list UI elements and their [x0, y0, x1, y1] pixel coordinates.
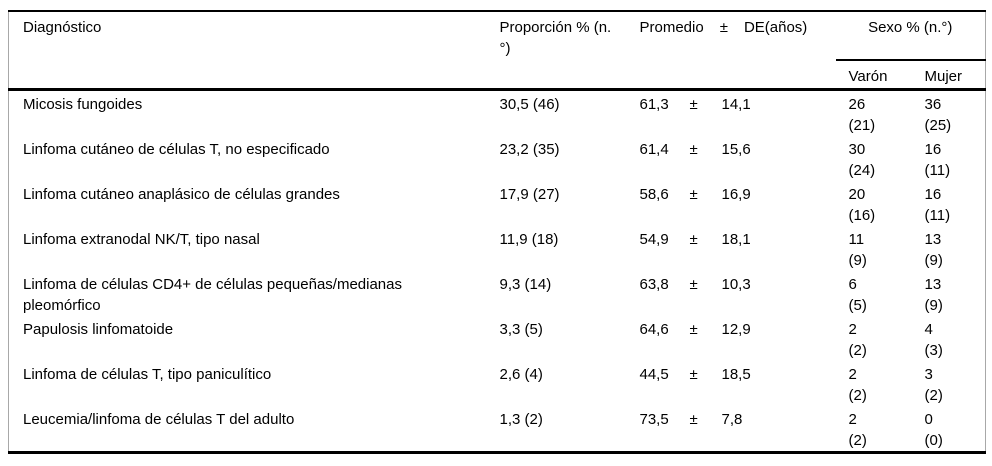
proportion-cell: 2,6 (4) — [499, 365, 543, 383]
diagnosis-table: Diagnóstico Proporción % (n. °) Promedio… — [8, 10, 986, 454]
col-header-promedio: Promedio — [639, 19, 704, 36]
table-row: Linfoma cutáneo anaplásico de células gr… — [9, 181, 986, 226]
proportion-cell: 11,9 (18) — [499, 230, 559, 248]
col-header-proporcion: Proporción % (n. °) — [495, 11, 636, 91]
promedio-cell: 61,4 — [639, 140, 669, 158]
diagnosis-cell: Linfoma de células T, tipo paniculítico — [23, 365, 272, 383]
plus-minus-cell: ± — [689, 410, 698, 428]
plus-minus-cell: ± — [689, 230, 698, 248]
diagnosis-cell: Linfoma de células CD4+ de células peque… — [23, 275, 402, 314]
plus-minus-cell: ± — [689, 140, 698, 158]
proportion-cell: 17,9 (27) — [499, 185, 560, 203]
col-header-diagnostico: Diagnóstico — [8, 11, 496, 91]
promedio-cell: 44,5 — [639, 365, 669, 383]
mujer-cell: 4 (3) — [924, 320, 943, 359]
promedio-cell: 58,6 — [639, 185, 669, 203]
diagnosis-cell: Micosis fungoides — [23, 95, 143, 113]
col-header-sexo: Sexo % (n.°) — [835, 11, 986, 61]
header-row-sub: Varón Mujer — [9, 60, 986, 91]
varon-cell: 26 (21) — [848, 95, 876, 134]
promedio-cell: 73,5 — [639, 410, 669, 428]
plus-minus-cell: ± — [689, 185, 698, 203]
table-row: Linfoma extranodal NK/T, tipo nasal 11,9… — [9, 226, 986, 271]
table-row: Linfoma cutáneo de células T, no especif… — [9, 136, 986, 181]
de-cell: 7,8 — [721, 410, 743, 428]
col-header-promedio-group: Promedio ± DE(años) — [635, 11, 836, 91]
proportion-cell: 23,2 (35) — [499, 140, 560, 158]
mujer-cell: 36 (25) — [924, 95, 952, 134]
mujer-cell: 16 (11) — [924, 140, 951, 179]
plus-minus-symbol: ± — [719, 19, 728, 36]
diagnosis-cell: Linfoma extranodal NK/T, tipo nasal — [23, 230, 260, 248]
diagnosis-cell: Linfoma cutáneo de células T, no especif… — [23, 140, 330, 158]
diagnosis-cell: Linfoma cutáneo anaplásico de células gr… — [23, 185, 340, 203]
mujer-cell: 0 (0) — [924, 410, 943, 449]
table-row: Micosis fungoides 30,5 (46) 61,3 ± 14,1 … — [9, 89, 986, 136]
mujer-cell: 13 (9) — [924, 230, 943, 269]
varon-cell: 2 (2) — [848, 320, 867, 359]
plus-minus-cell: ± — [689, 320, 698, 338]
mujer-cell: 3 (2) — [924, 365, 943, 404]
table-row: Papulosis linfomatoide 3,3 (5) 64,6 ± 12… — [9, 316, 986, 361]
proportion-cell: 30,5 (46) — [499, 95, 560, 113]
de-cell: 14,1 — [721, 95, 751, 113]
plus-minus-cell: ± — [689, 275, 698, 293]
promedio-cell: 54,9 — [639, 230, 669, 248]
mujer-cell: 16 (11) — [924, 185, 951, 224]
de-cell: 12,9 — [721, 320, 751, 338]
col-header-varon: Varón — [835, 60, 912, 91]
varon-cell: 6 (5) — [848, 275, 867, 314]
mujer-cell: 13 (9) — [924, 275, 943, 314]
col-header-mujer: Mujer — [911, 60, 986, 91]
de-cell: 18,1 — [721, 230, 751, 248]
table-row: Linfoma de células CD4+ de células peque… — [9, 271, 986, 316]
de-cell: 18,5 — [721, 365, 751, 383]
de-cell: 15,6 — [721, 140, 751, 158]
table-row: Linfoma de células T, tipo paniculítico … — [9, 361, 986, 406]
table-row: Leucemia/linfoma de células T del adulto… — [9, 406, 986, 453]
proportion-cell: 1,3 (2) — [499, 410, 543, 428]
proportion-cell: 3,3 (5) — [499, 320, 543, 338]
promedio-cell: 61,3 — [639, 95, 669, 113]
varon-cell: 11 (9) — [848, 230, 867, 269]
plus-minus-cell: ± — [689, 365, 698, 383]
varon-cell: 30 (24) — [848, 140, 876, 179]
header-row-top: Diagnóstico Proporción % (n. °) Promedio… — [8, 11, 986, 91]
diagnosis-cell: Papulosis linfomatoide — [23, 320, 174, 338]
varon-cell: 20 (16) — [848, 185, 876, 224]
de-cell: 10,3 — [721, 275, 751, 293]
proportion-cell: 9,3 (14) — [499, 275, 552, 293]
varon-cell: 2 (2) — [848, 365, 867, 404]
col-header-de-anos: DE(años) — [743, 19, 808, 36]
varon-cell: 2 (2) — [848, 410, 867, 449]
de-cell: 16,9 — [721, 185, 751, 203]
promedio-cell: 64,6 — [639, 320, 669, 338]
diagnosis-cell: Leucemia/linfoma de células T del adulto — [23, 410, 295, 428]
promedio-cell: 63,8 — [639, 275, 669, 293]
plus-minus-cell: ± — [689, 95, 698, 113]
